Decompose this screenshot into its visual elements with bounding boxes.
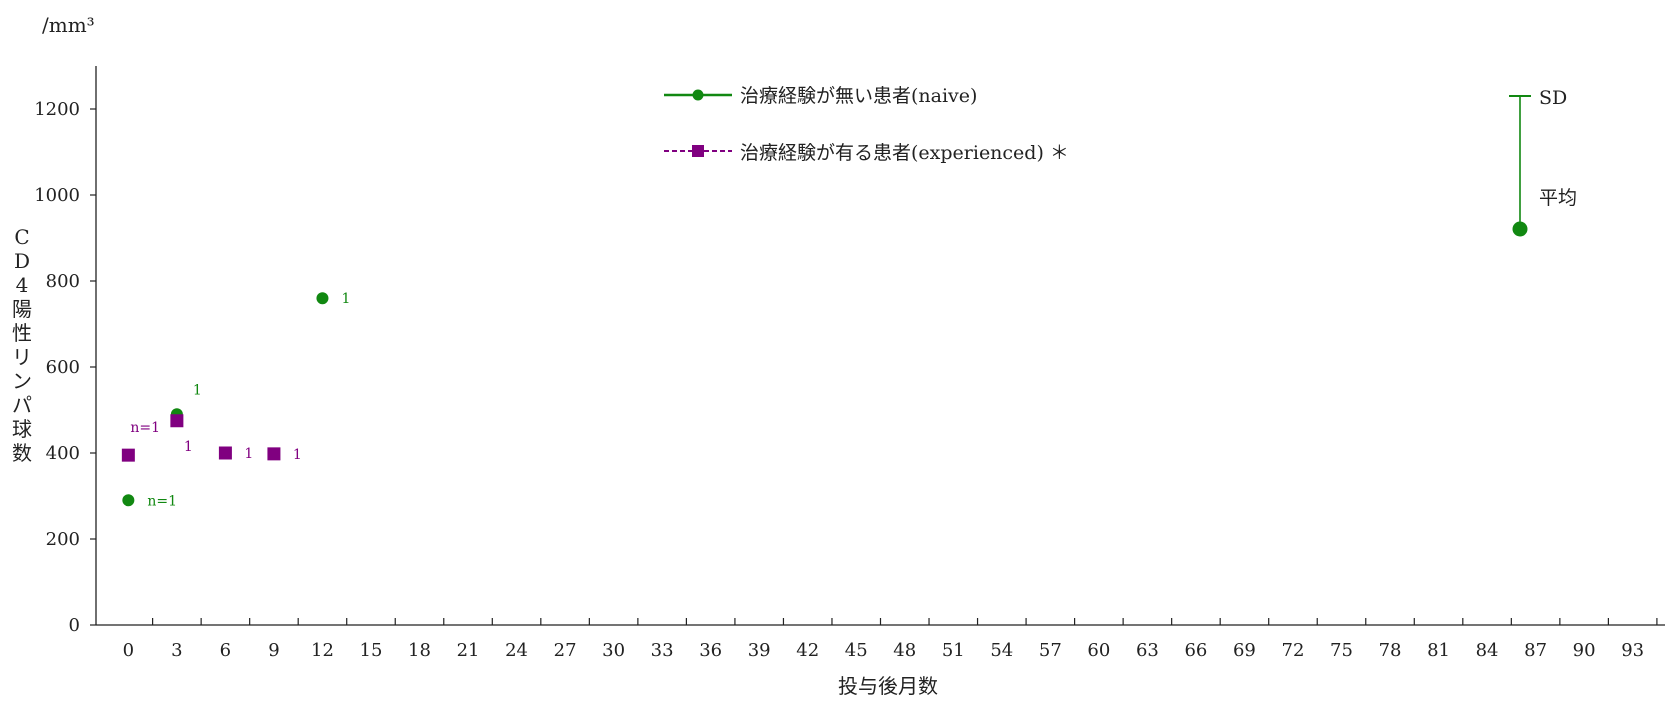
x-tick-label: 84	[1476, 640, 1499, 661]
y-axis-title-char: リ	[12, 345, 32, 369]
x-tick-label: 63	[1136, 640, 1159, 661]
x-tick-label: 81	[1427, 640, 1450, 661]
sd-key-label: SD	[1539, 87, 1567, 109]
x-tick-label: 33	[651, 640, 674, 661]
x-tick-label: 87	[1524, 640, 1547, 661]
x-tick-label: 60	[1087, 640, 1110, 661]
x-tick-label: 51	[942, 640, 965, 661]
n-label: 1	[244, 446, 253, 462]
unit-label: /mm³	[42, 13, 95, 37]
x-tick-label: 39	[748, 640, 771, 661]
x-tick-label: 42	[796, 640, 819, 661]
y-tick-label: 1000	[34, 185, 80, 206]
x-tick-label: 24	[505, 640, 528, 661]
naive-point	[122, 494, 135, 507]
legend-naive-label: 治療経験が無い患者(naive)	[740, 85, 977, 107]
n-label: 1	[341, 291, 350, 307]
y-axis-title-char: D	[14, 249, 30, 273]
y-tick-label: 200	[46, 529, 80, 550]
y-axis-title-char: ン	[12, 369, 32, 393]
x-tick-label: 45	[845, 640, 868, 661]
x-tick-label: 48	[893, 640, 916, 661]
x-tick-label: 21	[457, 640, 480, 661]
y-axis-title-char: 4	[16, 273, 29, 297]
sd-mean-key: SD 平均	[1509, 87, 1577, 237]
mean-key-label: 平均	[1539, 187, 1577, 209]
legend: 治療経験が無い患者(naive) 治療経験が有る患者(experienced) …	[664, 85, 1069, 164]
n-label: 1	[293, 447, 302, 463]
experienced-point	[121, 448, 135, 462]
legend-experienced-label: 治療経験が有る患者(experienced) ＊	[740, 142, 1069, 164]
n-label: n=1	[130, 420, 160, 436]
x-tick-label: 54	[990, 640, 1013, 661]
naive-point	[316, 292, 329, 305]
x-tick-label: 9	[268, 640, 279, 661]
x-tick-label: 30	[602, 640, 625, 661]
x-tick-label: 57	[1039, 640, 1062, 661]
x-tick-label: 66	[1184, 640, 1207, 661]
x-tick-label: 90	[1573, 640, 1596, 661]
x-tick-label: 0	[123, 640, 134, 661]
experienced-point	[267, 447, 281, 461]
y-tick-label: 1200	[34, 99, 80, 120]
x-tick-label: 18	[408, 640, 431, 661]
n-label: 1	[184, 439, 193, 455]
y-axis-title-char: 陽	[12, 297, 32, 321]
n-label: n=1	[147, 493, 177, 509]
y-axis-title-char: 球	[12, 417, 32, 441]
legend-experienced-marker	[692, 145, 704, 157]
series-layer: n=1 1 1 n=1 1 1 1	[121, 291, 350, 509]
legend-naive-marker	[692, 89, 704, 101]
x-tick-label: 27	[554, 640, 577, 661]
x-tick-label: 3	[171, 640, 182, 661]
x-tick-label: 12	[311, 640, 334, 661]
mean-key-marker	[1512, 221, 1528, 237]
x-tick-label: 93	[1621, 640, 1644, 661]
x-tick-label: 69	[1233, 640, 1256, 661]
n-label: 1	[193, 382, 202, 398]
y-tick-label: 600	[46, 357, 80, 378]
y-axis-title-char: C	[14, 225, 29, 249]
y-tick-label: 400	[46, 443, 80, 464]
x-tick-label: 6	[220, 640, 231, 661]
x-axis-title: 投与後月数	[838, 674, 938, 698]
x-tick-label: 78	[1379, 640, 1402, 661]
y-axis-title-char: 数	[12, 441, 32, 465]
y-axis-title-char: 性	[12, 321, 32, 345]
y-tick-label: 800	[46, 271, 80, 292]
x-tick-label: 72	[1282, 640, 1305, 661]
x-tick-label: 15	[360, 640, 383, 661]
experienced-point	[218, 446, 232, 460]
x-ticks: 0 3 6 9 12 15 18 21 24 27 30 33 36 39 42 45 48 51 54 57 60 63…	[123, 618, 1658, 661]
y-axis-title-char: パ	[12, 393, 32, 417]
y-tick-label: 0	[69, 615, 80, 636]
experienced-point	[170, 414, 184, 428]
x-tick-label: 36	[699, 640, 722, 661]
x-tick-label: 75	[1330, 640, 1353, 661]
y-ticks: 0 200 400 600 800 1000 1200	[34, 99, 96, 636]
